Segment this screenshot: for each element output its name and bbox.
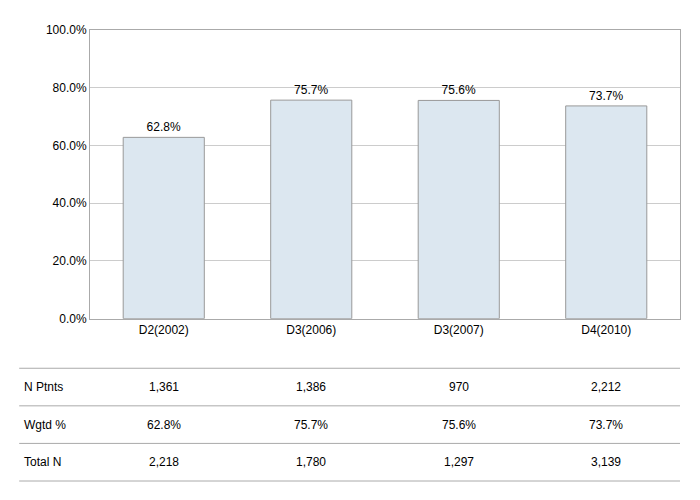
svg-text:1,297: 1,297	[444, 455, 474, 469]
svg-text:970: 970	[449, 380, 469, 394]
svg-text:20.0%: 20.0%	[53, 254, 87, 268]
svg-text:40.0%: 40.0%	[53, 196, 87, 210]
svg-text:100.0%: 100.0%	[46, 23, 87, 37]
svg-text:1,780: 1,780	[296, 455, 326, 469]
svg-text:2,218: 2,218	[149, 455, 179, 469]
svg-text:Total N: Total N	[24, 455, 61, 469]
svg-text:75.7%: 75.7%	[294, 418, 328, 432]
svg-text:60.0%: 60.0%	[53, 139, 87, 153]
svg-text:73.7%: 73.7%	[589, 418, 623, 432]
svg-text:62.8%: 62.8%	[147, 120, 181, 134]
svg-text:0.0%: 0.0%	[59, 312, 87, 326]
svg-text:D2(2002): D2(2002)	[139, 323, 189, 337]
svg-text:73.7%: 73.7%	[589, 89, 623, 103]
svg-text:75.7%: 75.7%	[294, 83, 328, 97]
svg-text:D4(2010): D4(2010)	[581, 323, 631, 337]
svg-text:3,139: 3,139	[591, 455, 621, 469]
svg-text:D3(2007): D3(2007)	[434, 323, 484, 337]
svg-text:80.0%: 80.0%	[53, 81, 87, 95]
svg-text:75.6%: 75.6%	[442, 418, 476, 432]
svg-text:Wgtd %: Wgtd %	[24, 418, 66, 432]
svg-text:1,386: 1,386	[296, 380, 326, 394]
svg-text:1,361: 1,361	[149, 380, 179, 394]
svg-text:2,212: 2,212	[591, 380, 621, 394]
svg-text:62.8%: 62.8%	[147, 418, 181, 432]
svg-text:75.6%: 75.6%	[442, 83, 476, 97]
svg-text:N Ptnts: N Ptnts	[24, 380, 63, 394]
svg-text:D3(2006): D3(2006)	[286, 323, 336, 337]
